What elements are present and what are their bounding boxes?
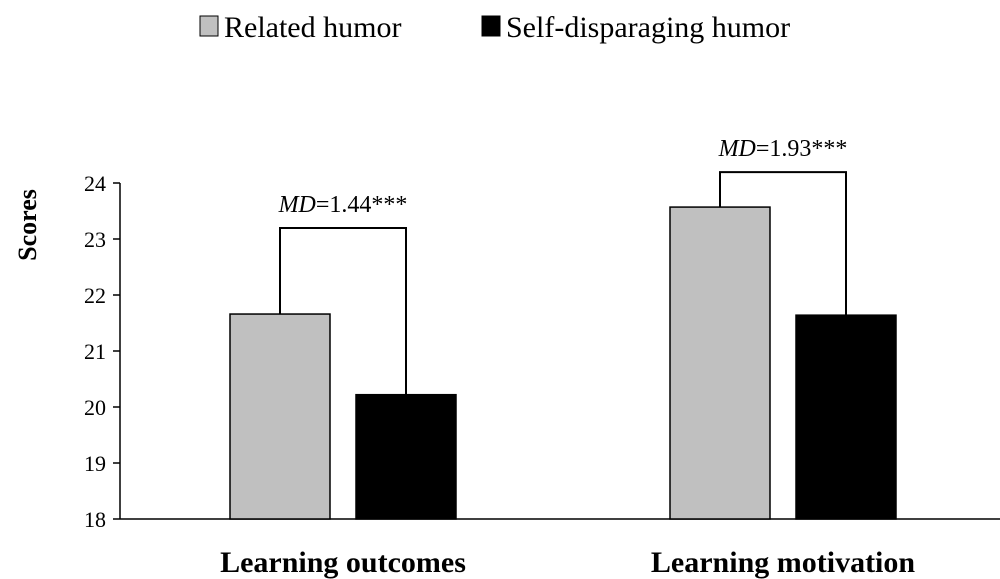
annotation-part: =1.93*** — [756, 136, 848, 162]
legend-swatch — [481, 15, 501, 37]
y-tick-label: 22 — [84, 283, 106, 308]
bar — [669, 206, 771, 520]
annotation-part: =1.44*** — [316, 192, 408, 218]
bar — [795, 314, 897, 520]
annotation: MD=1.93*** — [718, 136, 848, 162]
legend-swatch — [199, 15, 219, 37]
bar — [355, 393, 457, 520]
legend-label: Self-disparaging humor — [506, 11, 790, 44]
y-tick-label: 19 — [84, 451, 106, 476]
x-tick-label: Learning motivation — [651, 546, 915, 579]
legend-label: Related humor — [224, 11, 401, 44]
x-tick-label: Learning outcomes — [220, 546, 466, 579]
y-tick-label: 24 — [84, 171, 106, 196]
bracket — [279, 227, 407, 395]
y-tick-label: 20 — [84, 395, 106, 420]
annotation-part: MD — [718, 136, 756, 162]
y-axis-label: Scores — [13, 189, 42, 261]
y-tick-label: 23 — [84, 227, 106, 252]
bar — [229, 313, 331, 520]
bracket — [719, 171, 847, 316]
y-tick-label: 21 — [84, 339, 106, 364]
annotation-part: MD — [278, 192, 316, 218]
annotation: MD=1.44*** — [278, 192, 408, 218]
y-tick-label: 18 — [84, 507, 106, 532]
